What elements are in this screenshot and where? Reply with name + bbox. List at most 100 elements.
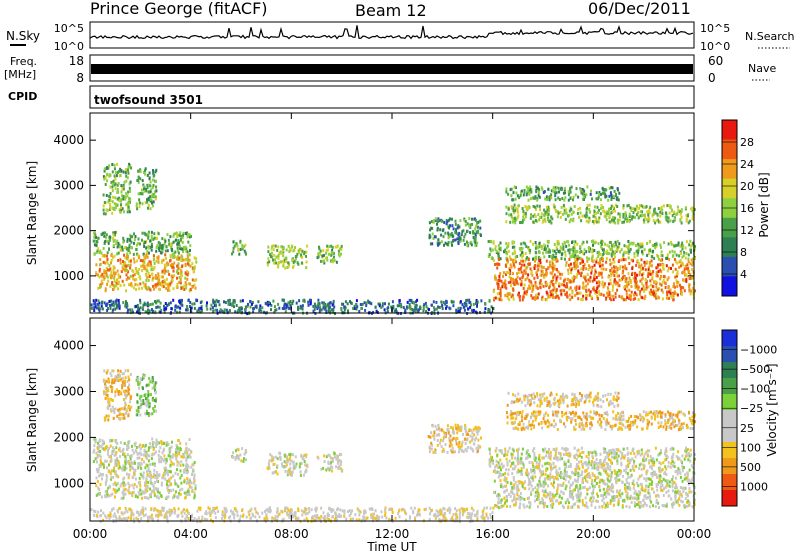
power-echo-cell bbox=[520, 242, 523, 246]
power-echo-cell bbox=[610, 274, 613, 278]
velocity-echo-cell bbox=[469, 440, 472, 444]
velocity-echo-cell bbox=[122, 494, 125, 497]
velocity-echo-cell bbox=[107, 377, 110, 381]
power-echo-cell bbox=[685, 278, 688, 282]
power-echo-cell bbox=[459, 219, 462, 223]
power-echo-cell bbox=[684, 256, 687, 260]
velocity-echo-cell bbox=[142, 476, 145, 480]
velocity-echo-cell bbox=[114, 375, 117, 379]
power-echo-cell bbox=[538, 204, 541, 208]
power-echo-cell bbox=[386, 310, 389, 314]
velocity-echo-cell bbox=[164, 466, 167, 470]
velocity-echo-cell bbox=[289, 472, 292, 476]
power-echo-cell bbox=[519, 298, 521, 302]
power-echo-cell bbox=[570, 268, 573, 272]
power-echo-cell bbox=[170, 280, 173, 284]
power-echo-cell bbox=[649, 272, 652, 276]
power-echo-cell bbox=[552, 263, 555, 267]
power-echo-cell bbox=[129, 251, 131, 255]
power-echo-cell bbox=[212, 301, 215, 305]
power-echo-cell bbox=[433, 306, 435, 310]
power-echo-cell bbox=[321, 301, 324, 305]
power-echo-cell bbox=[449, 233, 452, 237]
power-echo-cell bbox=[543, 275, 546, 279]
power-echo-cell bbox=[583, 286, 586, 290]
power-echo-cell bbox=[546, 282, 549, 286]
velocity-echo-cell bbox=[288, 457, 291, 461]
freq-unit-label: [MHz] bbox=[4, 68, 36, 81]
power-echo-cell bbox=[574, 258, 577, 261]
velocity-echo-cell bbox=[477, 426, 480, 429]
power-echo-cell bbox=[462, 229, 465, 233]
power-echo-cell bbox=[101, 300, 104, 304]
power-echo-cell bbox=[503, 250, 505, 254]
power-echo-cell bbox=[516, 204, 519, 208]
velocity-echo-cell bbox=[439, 441, 442, 445]
power-echo-cell bbox=[510, 284, 512, 288]
power-echo-cell bbox=[573, 264, 576, 268]
power-echo-cell bbox=[367, 299, 370, 303]
power-colorbar-swatch bbox=[722, 159, 737, 180]
power-echo-cell bbox=[600, 245, 603, 249]
power-echo-cell bbox=[283, 307, 286, 310]
power-echo-cell bbox=[455, 231, 458, 235]
power-echo-cell bbox=[523, 283, 526, 287]
power-echo-cell bbox=[465, 240, 468, 244]
power-echo-cell bbox=[414, 309, 417, 313]
velocity-echo-cell bbox=[283, 453, 286, 457]
power-echo-cell bbox=[114, 272, 117, 276]
power-echo-cell bbox=[597, 220, 600, 224]
power-echo-cell bbox=[530, 190, 533, 194]
power-echo-cell bbox=[525, 193, 528, 197]
power-echo-cell bbox=[673, 285, 676, 289]
velocity-echo-cell bbox=[148, 493, 151, 497]
power-echo-cell bbox=[592, 259, 595, 263]
power-echo-cell bbox=[632, 241, 635, 245]
power-echo-cell bbox=[657, 207, 660, 210]
power-echo-cell bbox=[584, 275, 587, 279]
velocity-echo-cell bbox=[127, 489, 130, 493]
power-echo-cell bbox=[103, 234, 106, 238]
velocity-echo-cell bbox=[155, 470, 158, 474]
power-echo-cell bbox=[641, 210, 643, 214]
velocity-echo-cell bbox=[136, 495, 139, 499]
power-echo-cell bbox=[531, 287, 534, 291]
power-echo-cell bbox=[647, 285, 650, 289]
power-echo-cell bbox=[364, 308, 367, 312]
power-echo-cell bbox=[101, 272, 104, 276]
power-echo-cell bbox=[112, 265, 115, 269]
power-echo-cell bbox=[514, 186, 517, 190]
power-echo-cell bbox=[648, 208, 651, 212]
power-echo-cell bbox=[122, 170, 125, 174]
power-echo-cell bbox=[189, 282, 192, 286]
velocity-echo-cell bbox=[122, 447, 125, 451]
velocity-echo-cell bbox=[456, 424, 459, 427]
velocity-echo-cell bbox=[193, 494, 196, 498]
velocity-echo-cell bbox=[167, 454, 170, 458]
power-echo-cell bbox=[583, 214, 586, 218]
velocity-echo-cell bbox=[163, 471, 166, 475]
power-echo-cell bbox=[551, 217, 554, 221]
power-echo-cell bbox=[267, 303, 270, 307]
power-echo-cell bbox=[599, 292, 602, 296]
velocity-echo-cell bbox=[114, 470, 117, 474]
power-echo-cell bbox=[184, 232, 187, 235]
power-echo-cell bbox=[641, 266, 644, 270]
power-echo-cell bbox=[582, 275, 585, 279]
velocity-echo-cell bbox=[173, 479, 176, 483]
power-echo-cell bbox=[177, 271, 180, 275]
power-echo-cell bbox=[106, 166, 108, 170]
power-echo-cell bbox=[159, 242, 161, 246]
power-echo-cell bbox=[408, 302, 411, 306]
velocity-echo-cell bbox=[106, 466, 108, 470]
velocity-echo-cell bbox=[106, 394, 109, 397]
power-echo-cell bbox=[643, 205, 645, 209]
power-echo-cell bbox=[521, 247, 524, 251]
power-echo-cell bbox=[516, 210, 519, 214]
power-echo-cell bbox=[463, 305, 466, 309]
velocity-echo-cell bbox=[110, 459, 113, 463]
velocity-echo-cell bbox=[302, 473, 305, 477]
power-echo-cell bbox=[674, 260, 677, 264]
power-echo-cell bbox=[570, 212, 573, 216]
power-echo-cell bbox=[567, 248, 570, 252]
